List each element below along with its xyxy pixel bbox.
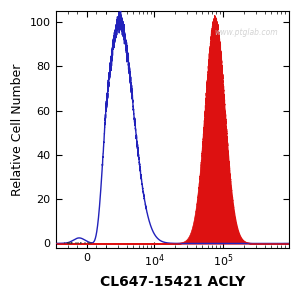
Y-axis label: Relative Cell Number: Relative Cell Number [11, 63, 24, 196]
X-axis label: CL647-15421 ACLY: CL647-15421 ACLY [100, 275, 245, 289]
Text: www.ptglab.com: www.ptglab.com [214, 28, 278, 37]
